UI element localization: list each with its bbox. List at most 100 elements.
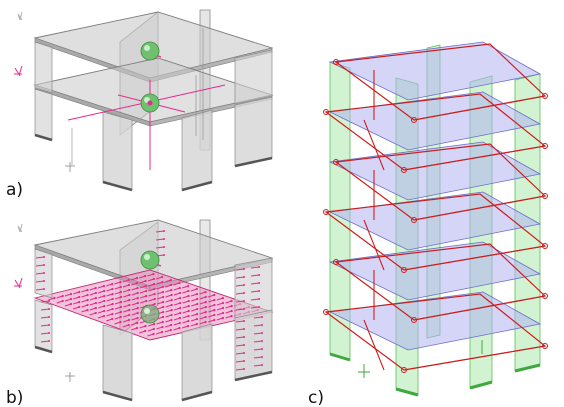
load-arrow-head [78,295,81,299]
wall-load-arrow-head [48,316,50,318]
load-arrow-head [221,306,225,310]
load-arrow-head [170,318,173,322]
mode-node [411,117,417,123]
load-arrow-head [230,309,233,313]
load-arrow-head [103,309,106,313]
load-arrow-head [221,296,224,300]
slab-load-pattern [48,272,259,337]
mass-sphere-top [140,250,162,270]
wall-load-arrow [250,266,260,269]
footing [234,156,273,168]
load-arrow-head [111,317,114,321]
load-arrow-head [102,284,106,288]
load-arrow-head [213,298,216,302]
load-arrow-head [178,316,182,320]
mode-node [323,309,329,315]
axis-triad-icon [17,223,23,233]
load-arrow-head [204,290,207,294]
wall-lower-front-right [181,323,213,401]
wall-load-arrow-head [243,308,245,310]
load-arrow-head [144,289,148,293]
wall-load-arrow-head [48,340,50,342]
wall-lower-right [234,96,273,167]
load-arrow-head [196,307,199,311]
wall-load-arrow [40,300,50,303]
load-arrow-head [111,297,114,301]
wall-load-arrow-head [48,308,50,310]
load-arrow-head [204,305,207,309]
load-arrow-head [161,320,164,324]
mode-wall-line [363,119,385,171]
wall-load-arrow [235,360,245,363]
load-arrow-head [161,280,164,284]
wall-load-arrow-head [258,298,260,300]
load-arrow-head [170,313,173,317]
load-arrow-head [169,278,172,282]
load-arrow-head [204,320,207,324]
wall-load-arrow [35,264,45,267]
footing [395,387,419,397]
load-arrow-head [86,293,89,297]
mode-shape [323,43,548,373]
load-arrow-head [204,310,207,314]
load-arrow-head [119,285,122,289]
load-arrow-head [153,292,156,296]
load-arrow-head [61,299,64,303]
load-arrow-head [213,303,216,307]
load-arrow-head [127,283,131,287]
wall-load-arrow-head [243,368,245,370]
load-arrow-head [136,311,139,315]
wall-load-arrow-head [163,254,165,256]
wall-load-arrow-head [163,238,165,240]
load-arrow-head [221,311,225,315]
load-arrow-head [103,294,106,298]
load-arrow-head [161,275,164,279]
load-arrow-head [187,289,190,293]
wall-load-arrow [253,332,263,335]
wall-load-arrow-head [258,290,260,292]
panel-a-model [14,9,274,192]
load-arrow-head [136,301,139,305]
wall-load-arrow [253,340,263,343]
wall-load-arrow-head [243,344,245,346]
load-arrow-head [128,313,131,317]
wall-load-arrow [235,336,245,339]
wall-load-arrow-head [43,272,45,274]
load-arrow-head [86,303,89,307]
load-arrow-head [127,323,130,327]
wall-load-arrow [235,300,245,303]
wall-load-arrow [155,238,165,241]
mode-node [323,109,329,115]
mode-node [411,217,417,223]
load-arrow-head [169,328,172,332]
load-arrow-head [135,276,139,280]
wall-load-arrow-head [48,324,50,326]
load-arrow-head [136,316,139,320]
wall-load-arrow-head [243,276,245,278]
load-arrow-head [213,293,216,297]
story-slab [328,191,542,251]
load-arrow-head [170,303,173,307]
load-marker-icon [14,277,23,289]
wall-load-arrow [250,282,260,285]
wall-load-arrow-head [243,352,245,354]
wall-load-arrow [40,332,50,335]
wall-load-arrow-head [261,316,263,318]
mode-wall-line [363,319,385,371]
load-arrow-head [119,305,123,309]
wall-load-arrow-head [243,336,245,338]
mode-node [333,259,339,265]
load-arrow-head [69,297,73,301]
mass-sphere-mid [140,304,160,324]
wall-load-arrows [35,230,263,371]
load-arrow-head [111,312,114,316]
wall-load-arrow [35,256,45,259]
axis-triad-icon [17,11,23,21]
load-arrow-head [153,287,156,291]
load-arrow-head [136,306,139,310]
load-arrow-head [136,291,139,295]
load-arrow-head [111,287,114,291]
load-arrow-head [94,286,97,290]
load-arrow-head [103,304,106,308]
load-arrow-head [204,315,207,319]
